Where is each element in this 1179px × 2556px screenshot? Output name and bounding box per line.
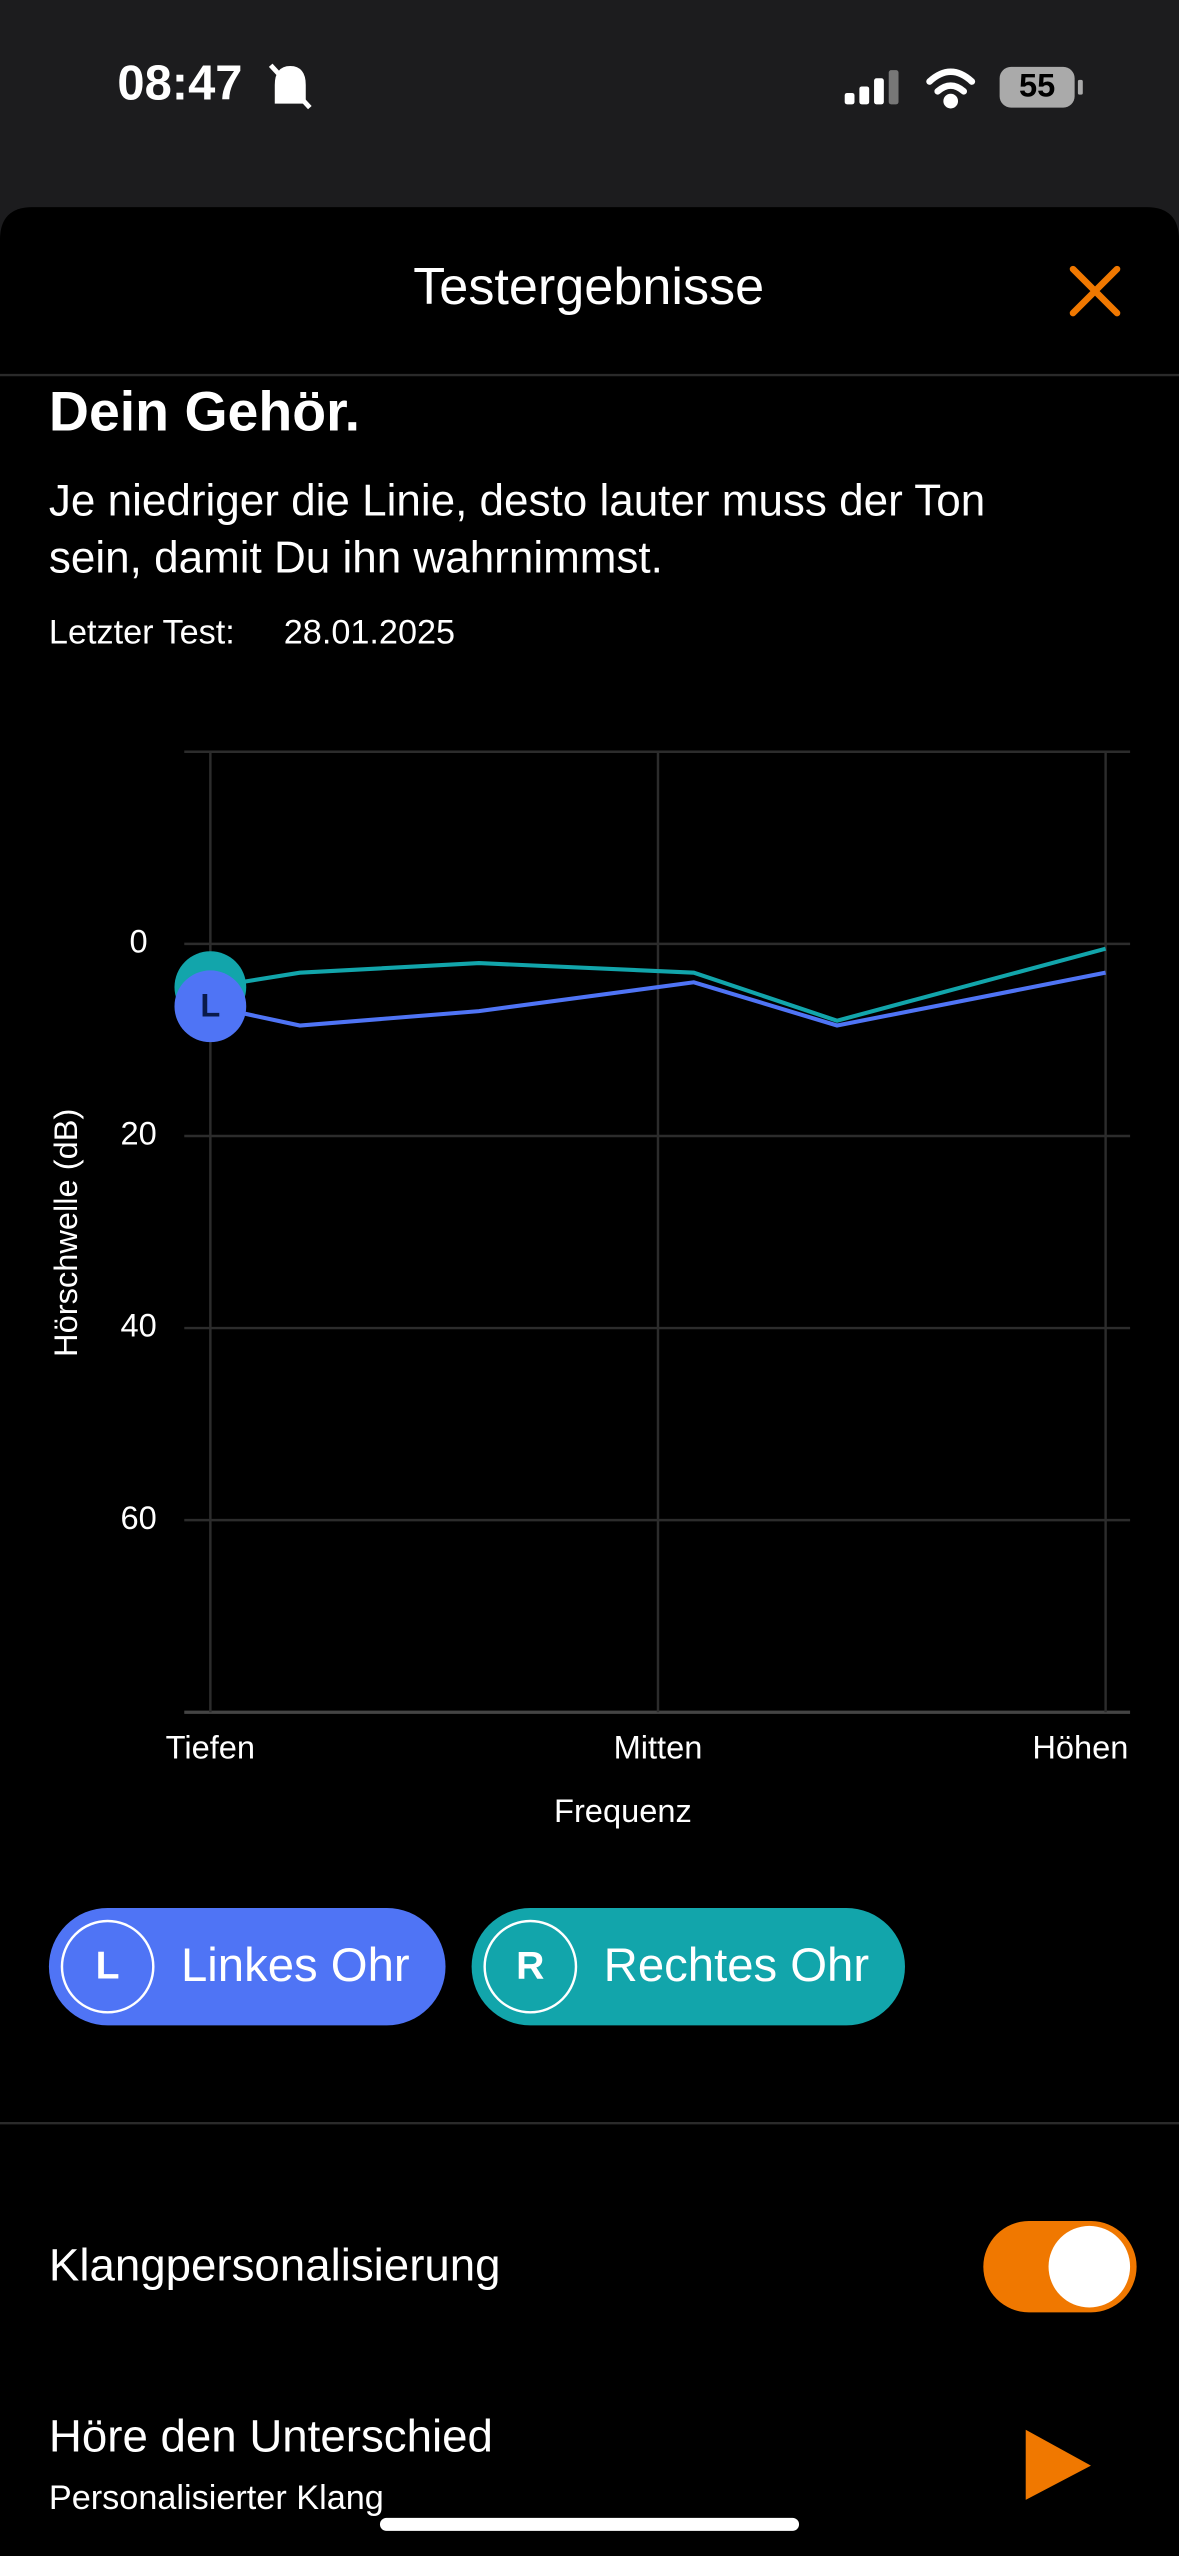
mute-icon	[268, 63, 312, 110]
wifi-icon	[926, 68, 976, 109]
x-tick-label: Höhen	[1032, 1728, 1128, 1765]
battery-icon	[999, 66, 1075, 108]
legend-pill	[471, 1907, 905, 2026]
home-indicator	[379, 2517, 800, 2531]
y-tick-label: 0	[130, 922, 148, 959]
legend-badge	[483, 1919, 578, 2014]
description: Je niedriger die Linie, desto lauter mus…	[49, 477, 985, 526]
last-test-label: Letzter Test:	[49, 613, 235, 651]
y-axis-label: Hörschwelle (dB)	[47, 1109, 84, 1357]
close-button[interactable]	[1069, 265, 1121, 317]
series-marker	[174, 970, 247, 1043]
x-tick-label: Tiefen	[166, 1728, 255, 1765]
last-test-date: 28.01.2025	[284, 613, 455, 651]
y-tick-label: 40	[120, 1307, 156, 1344]
status-time: 08:47	[117, 56, 242, 110]
battery-level: 55	[1019, 67, 1055, 104]
legend-item[interactable]: L Linkes Ohr	[48, 1907, 446, 2026]
y-tick-label: 60	[120, 1499, 156, 1536]
legend: L Linkes Ohr R Rechtes Ohr	[48, 1907, 905, 2026]
legend-badge-letter: L	[96, 1945, 120, 1988]
legend-label: Linkes Ohr	[181, 1939, 410, 1992]
legend-pill	[48, 1907, 446, 2026]
description: sein, damit Du ihn wahrnimmst.	[49, 534, 663, 583]
play-button[interactable]	[1025, 2429, 1091, 2500]
signal-icon	[844, 70, 899, 105]
setting-label: Höre den Unterschied	[49, 2411, 493, 2462]
series-line	[209, 970, 1107, 1028]
marker-badge: L	[200, 987, 220, 1024]
legend-badge-letter: R	[516, 1945, 544, 1988]
legend-badge	[60, 1919, 155, 2014]
setting-label: Klangpersonalisierung	[49, 2239, 501, 2290]
x-axis-label: Frequenz	[554, 1792, 692, 1829]
chart: Hörschwelle (dB) Frequenz 0 20 40 60 Tiefen M…	[47, 750, 1131, 1829]
legend-item[interactable]: R Rechtes Ohr	[471, 1907, 905, 2026]
heading: Dein Gehör.	[49, 380, 360, 442]
battery-tip	[1077, 79, 1083, 95]
legend-label: Rechtes Ohr	[604, 1939, 869, 1992]
toggle-knob	[1048, 2225, 1131, 2308]
toggle[interactable]	[983, 2221, 1137, 2313]
x-tick-label: Mitten	[614, 1728, 703, 1765]
sheet-title: Testergebnisse	[413, 258, 764, 316]
y-tick-label: 20	[120, 1115, 156, 1152]
setting-sublabel: Personalisierter Klang	[49, 2479, 384, 2517]
series-line	[210, 946, 1107, 1023]
